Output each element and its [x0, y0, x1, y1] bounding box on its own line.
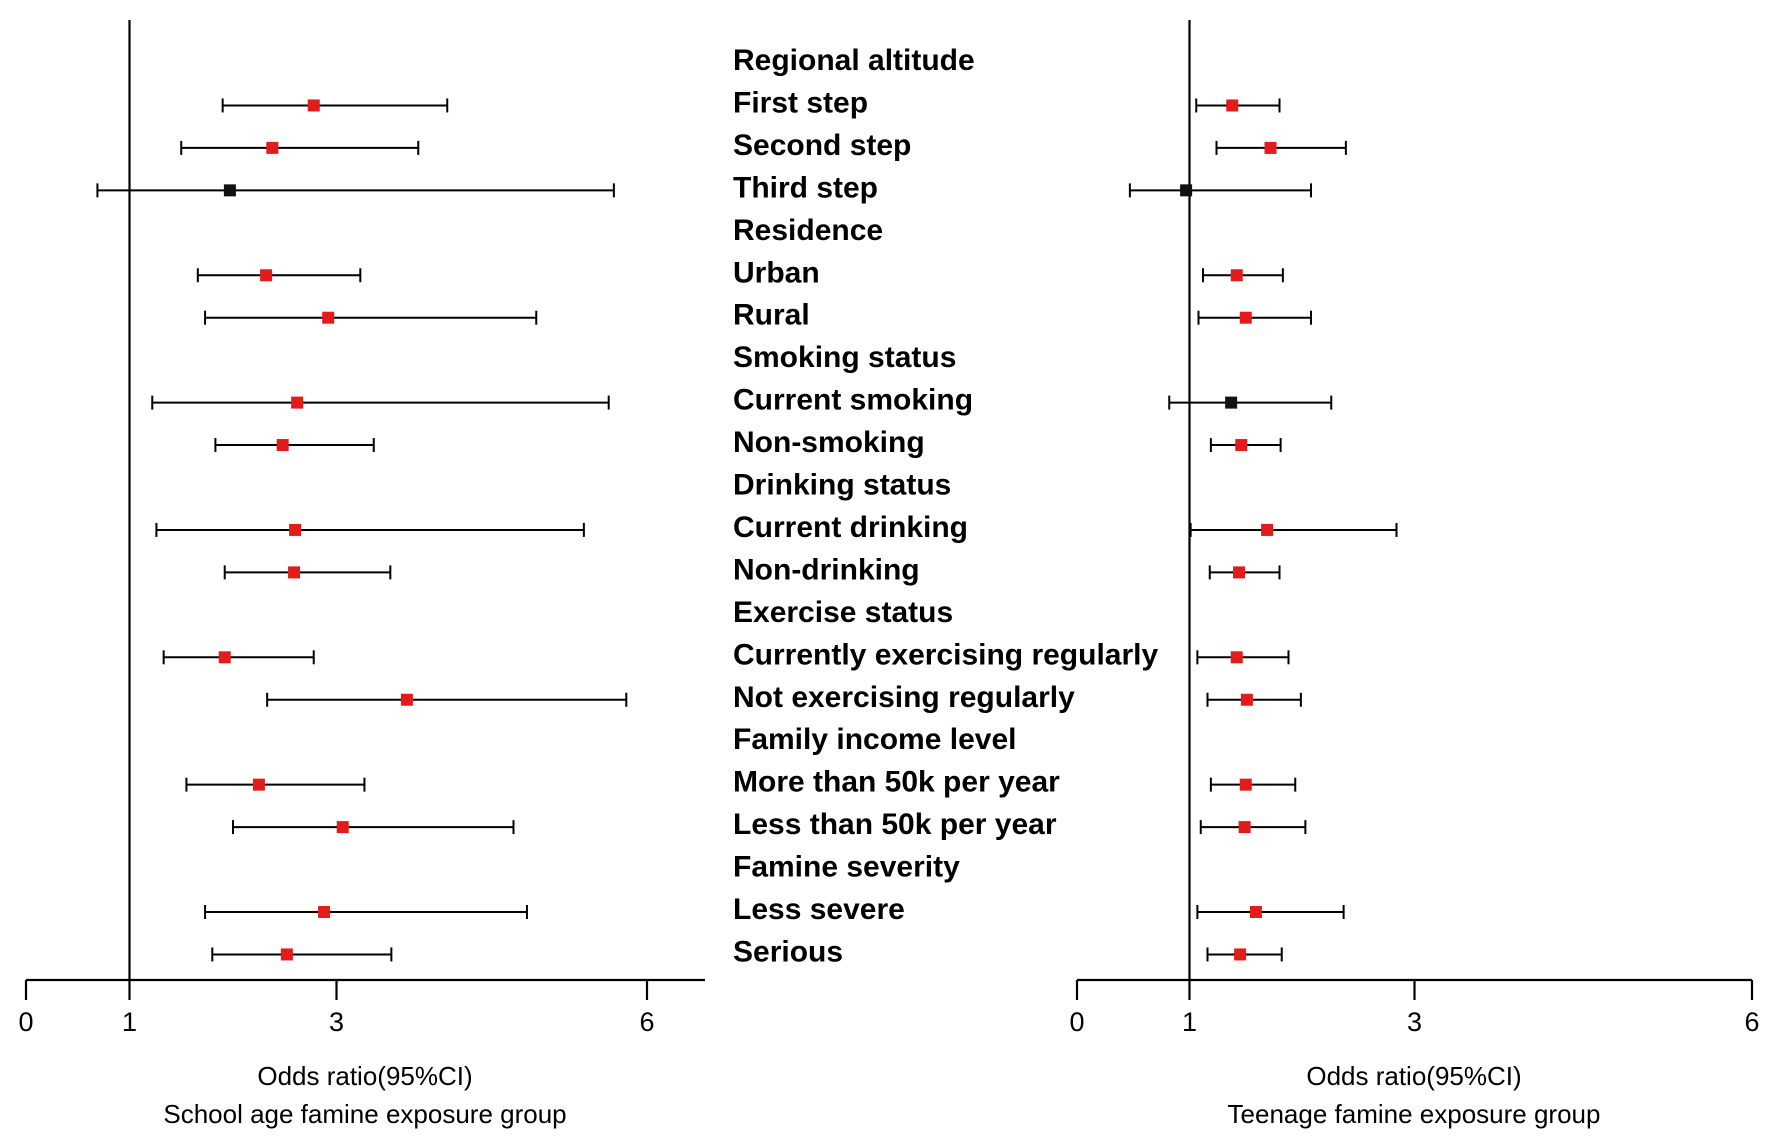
school-current-drinking-point-estimate: [289, 523, 302, 536]
school-age-panel: 0 1 3 6 Odds ratio(95%CI) School age famine e…: [18, 20, 705, 1129]
school-urban-point-estimate: [260, 269, 273, 282]
row-label-non-smoking: Non-smoking: [733, 426, 925, 459]
row-label-third-step: Third step: [733, 171, 878, 204]
teen-first-step-point-estimate: [1226, 99, 1239, 112]
teen-less-severe-point-estimate: [1249, 906, 1262, 918]
school-second-step-point-estimate: [266, 141, 279, 154]
teen-current-smoking-point-estimate: [1225, 396, 1238, 409]
school-rural-point-estimate: [322, 311, 335, 324]
teen-panel-title: Teenage famine exposure group: [1228, 1099, 1601, 1129]
row-label-serious: Serious: [733, 935, 843, 968]
teen-tick-label-1: 1: [1182, 1007, 1197, 1037]
school-third-step-point-estimate: [223, 184, 236, 197]
school-not-exercising-regularly-point-estimate: [400, 693, 413, 706]
school-x-axis-label: Odds ratio(95%CI): [257, 1061, 472, 1091]
school-tick-label-6: 6: [639, 1007, 654, 1037]
school-tick-label-3: 3: [329, 1007, 344, 1037]
school-more-than-50k-per-year-point-estimate: [252, 778, 265, 791]
school-currently-exercising-regularly-point-estimate: [218, 651, 231, 664]
row-label-currently-exercising-regularly: Currently exercising regularly: [733, 638, 1158, 671]
row-label-less-than-50k-per-year: Less than 50k per year: [733, 808, 1057, 841]
row-label-current-drinking: Current drinking: [733, 511, 968, 544]
teenage-panel: 0 1 3 6 Odds ratio(95%CI) Teenage famine expo…: [1069, 20, 1760, 1129]
row-label-rural: Rural: [733, 299, 810, 332]
row-label-more-than-50k-per-year: More than 50k per year: [733, 766, 1060, 799]
teen-not-exercising-regularly-point-estimate: [1240, 693, 1253, 706]
teen-x-axis-label: Odds ratio(95%CI): [1306, 1061, 1521, 1091]
row-label-not-exercising-regularly: Not exercising regularly: [733, 681, 1075, 714]
teen-tick-label-0: 0: [1069, 1007, 1084, 1037]
teen-more-than-50k-per-year-point-estimate: [1239, 778, 1252, 791]
teen-less-than-50k-per-year-point-estimate: [1238, 821, 1251, 834]
row-label-family-income-level: Family income level: [733, 723, 1016, 756]
row-label-less-severe: Less severe: [733, 893, 905, 926]
row-label-first-step: First step: [733, 86, 868, 119]
teen-current-drinking-point-estimate: [1261, 523, 1274, 536]
row-label-urban: Urban: [733, 256, 820, 289]
row-label-residence: Residence: [733, 214, 883, 247]
row-label-smoking-status: Smoking status: [733, 341, 956, 374]
school-less-than-50k-per-year-point-estimate: [336, 821, 349, 834]
teen-second-step-point-estimate: [1264, 141, 1277, 154]
row-label-regional-altitude: Regional altitude: [733, 44, 975, 77]
school-first-step-point-estimate: [307, 99, 320, 112]
school-less-severe-point-estimate: [318, 906, 331, 918]
row-label-famine-severity: Famine severity: [733, 851, 960, 884]
row-label-second-step: Second step: [733, 129, 911, 162]
row-label-drinking-status: Drinking status: [733, 469, 951, 502]
teen-currently-exercising-regularly-point-estimate: [1230, 651, 1243, 664]
school-tick-label-0: 0: [18, 1007, 33, 1037]
school-non-drinking-point-estimate: [288, 566, 301, 579]
teen-serious-point-estimate: [1234, 948, 1247, 961]
row-label-current-smoking: Current smoking: [733, 384, 973, 417]
teen-rural-point-estimate: [1239, 311, 1252, 324]
row-label-exercise-status: Exercise status: [733, 596, 953, 629]
school-panel-title: School age famine exposure group: [163, 1099, 566, 1129]
teen-third-step-point-estimate: [1180, 184, 1193, 197]
teen-urban-point-estimate: [1230, 269, 1243, 282]
school-current-smoking-point-estimate: [291, 396, 304, 409]
teen-tick-label-6: 6: [1744, 1007, 1759, 1037]
row-label-non-drinking: Non-drinking: [733, 553, 920, 586]
row-labels: Regional altitude First step Second step Th…: [733, 44, 1158, 968]
teen-tick-label-3: 3: [1407, 1007, 1422, 1037]
teen-non-drinking-point-estimate: [1233, 566, 1245, 579]
teen-non-smoking-point-estimate: [1235, 439, 1248, 452]
school-tick-label-1: 1: [122, 1007, 137, 1037]
school-serious-point-estimate: [280, 948, 293, 961]
school-non-smoking-point-estimate: [276, 439, 289, 452]
